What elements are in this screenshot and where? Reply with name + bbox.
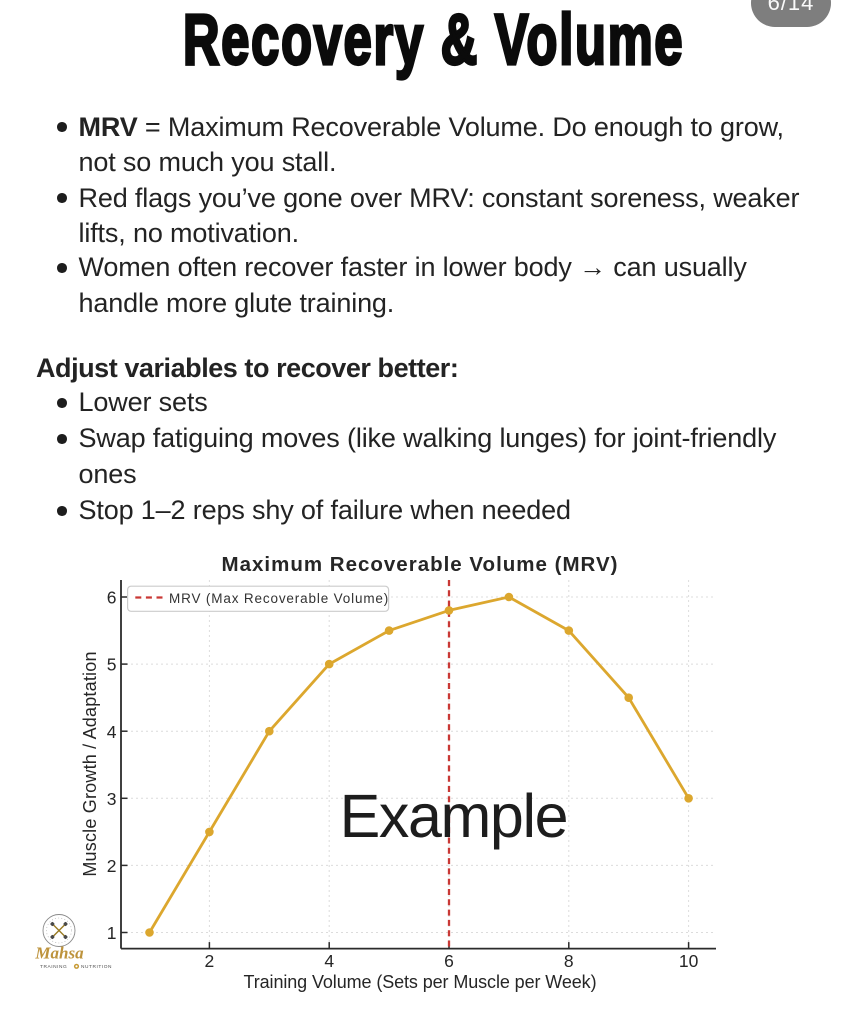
- svg-text:1: 1: [107, 923, 117, 943]
- svg-text:2: 2: [107, 856, 117, 876]
- svg-text:MRV (Max Recoverable Volume): MRV (Max Recoverable Volume): [169, 591, 389, 606]
- svg-text:Maximum Recoverable Volume (MR: Maximum Recoverable Volume (MRV): [222, 553, 619, 576]
- svg-text:TRAINING: TRAINING: [40, 964, 67, 970]
- svg-text:Mahsa: Mahsa: [34, 944, 84, 963]
- svg-text:6: 6: [107, 588, 117, 608]
- svg-text:4: 4: [107, 722, 117, 742]
- svg-text:4: 4: [324, 951, 334, 971]
- svg-text:5: 5: [107, 655, 117, 675]
- svg-text:NUTRITION: NUTRITION: [81, 964, 112, 970]
- svg-text:3: 3: [107, 789, 117, 809]
- svg-text:6: 6: [444, 951, 454, 971]
- svg-text:Example: Example: [340, 782, 568, 850]
- svg-text:10: 10: [679, 951, 699, 971]
- svg-text:2: 2: [205, 951, 215, 971]
- svg-text:Muscle Growth / Adaptation: Muscle Growth / Adaptation: [80, 651, 100, 876]
- svg-text:Training Volume (Sets per Musc: Training Volume (Sets per Muscle per Wee…: [244, 972, 597, 992]
- svg-text:8: 8: [564, 951, 574, 971]
